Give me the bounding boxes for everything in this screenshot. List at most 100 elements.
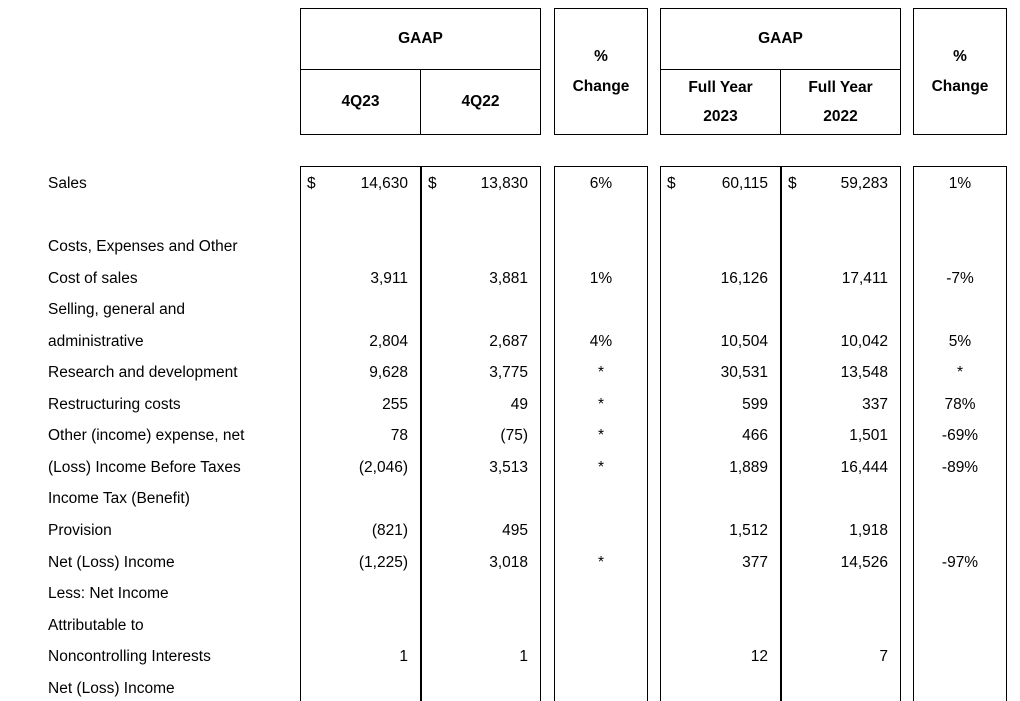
cell-chgFy: -97% [941, 553, 979, 571]
cell-value: 2,804 [369, 332, 408, 350]
cell-q23: 1 [301, 641, 420, 673]
table-row: Cost of sales 3,911 3,881 1% 16,126 17,411 -7% [0, 263, 1020, 295]
row-label: Net (Loss) Income [48, 679, 175, 697]
cell-fy23: 466 [661, 420, 780, 452]
cell-value: 60,115 [721, 175, 768, 192]
cell-fy22: 1,918 [782, 515, 900, 547]
cell-chgFy: 78% [944, 395, 976, 413]
table-row: Net (Loss) Income [0, 673, 1020, 701]
cell-fy23 [661, 578, 780, 610]
cell-q22 [422, 231, 540, 263]
cell-fy22: 7 [782, 641, 900, 673]
cell-q23: (1,225) [301, 547, 420, 579]
cell-value: 599 [742, 395, 768, 413]
cell-value: 1,512 [729, 522, 768, 540]
cell-fy23: 599 [661, 389, 780, 421]
cell-chgQ: 6% [589, 175, 613, 192]
cell-q22 [422, 200, 540, 232]
cell-value: 1,889 [729, 458, 768, 476]
cell-fy23: 10,504 [661, 326, 780, 358]
cell-value: (2,046) [358, 458, 408, 476]
cell-value: 9,628 [369, 364, 408, 382]
cell-q22: $13,830 [422, 168, 540, 200]
cell-value: 10,042 [840, 332, 888, 350]
row-label: Sales [48, 175, 87, 192]
cell-chgQ: * [597, 458, 605, 476]
cell-q22: 49 [422, 389, 540, 421]
cell-fy22: 337 [782, 389, 900, 421]
cell-value: 3,018 [489, 553, 528, 571]
body-box-pct-change-fullyear [913, 166, 1007, 701]
cell-fy22: 13,548 [782, 357, 900, 389]
table-row: Restructuring costs 255 49 * 599 337 78% [0, 389, 1020, 421]
cell-chgFy [913, 515, 1007, 547]
cell-fy22 [782, 231, 900, 263]
cell-fy22: 17,411 [782, 263, 900, 295]
cell-chgFy: -69% [941, 427, 979, 445]
cell-value: 337 [862, 395, 888, 413]
cell-fy23: 12 [661, 641, 780, 673]
cell-q23: 3,911 [301, 263, 420, 295]
cell-fy22 [782, 610, 900, 642]
cell-q22: 3,513 [422, 452, 540, 484]
cell-chgFy [913, 483, 1007, 515]
table-row: Attributable to [0, 610, 1020, 642]
cell-value: 49 [510, 395, 528, 413]
cell-chgQ: * [597, 553, 605, 571]
row-label: Net (Loss) Income [48, 553, 175, 571]
cell-chgQ: 4% [589, 332, 613, 350]
body-box-pct-change-quarter [554, 166, 648, 701]
cell-value: 7 [879, 648, 888, 666]
fullyear-gaap-title: GAAP [661, 9, 900, 70]
currency-symbol: $ [307, 175, 316, 192]
cell-chgQ [554, 578, 648, 610]
cell-q23 [301, 610, 420, 642]
table-row: (Loss) Income Before Taxes (2,046) 3,513 * 1… [0, 452, 1020, 484]
cell-fy22 [782, 200, 900, 232]
pct-change-label: Change [931, 77, 989, 95]
fullyear-subcolumns: Full Year 2023 Full Year 2022 [661, 70, 900, 134]
cell-value: 3,775 [489, 364, 528, 382]
cell-value: 377 [742, 553, 768, 571]
column-header-fy2023: Full Year 2023 [688, 78, 753, 125]
cell-chgQ [554, 483, 648, 515]
cell-chgQ: * [597, 395, 605, 413]
cell-q22 [422, 578, 540, 610]
cell-value: 10,504 [720, 332, 768, 350]
row-label: Provision [48, 522, 112, 540]
cell-q23: (821) [301, 515, 420, 547]
cell-fy23 [661, 483, 780, 515]
cell-fy22: 10,042 [782, 326, 900, 358]
table-row: Net (Loss) Income (1,225) 3,018 * 377 14,526 -… [0, 547, 1020, 579]
table-row [0, 200, 1020, 232]
cell-value: 3,911 [370, 269, 408, 287]
cell-value: 59,283 [840, 175, 888, 192]
column-header-4q22: 4Q22 [420, 70, 540, 134]
cell-fy23: 30,531 [661, 357, 780, 389]
cell-value: 255 [382, 395, 408, 413]
cell-q22: 2,687 [422, 326, 540, 358]
table-row: Research and development 9,628 3,775 * 30,53… [0, 357, 1020, 389]
pct-sign: % [953, 48, 967, 66]
cell-fy22: $59,283 [782, 168, 900, 200]
cell-chgQ: * [597, 427, 605, 445]
row-label: Selling, general and [48, 301, 186, 319]
cell-fy23: 1,512 [661, 515, 780, 547]
cell-value: 495 [502, 522, 528, 540]
cell-value: 30,531 [720, 364, 768, 382]
cell-fy22: 1,501 [782, 420, 900, 452]
currency-symbol: $ [667, 175, 676, 192]
cell-value: 466 [742, 427, 768, 445]
row-label: administrative [48, 332, 144, 350]
cell-chgQ: 1% [589, 269, 613, 287]
cell-value: 17,411 [841, 269, 888, 287]
cell-value: 1 [399, 648, 408, 666]
table-row: Less: Net Income [0, 578, 1020, 610]
cell-fy23: 1,889 [661, 452, 780, 484]
cell-chgFy: -7% [946, 269, 974, 287]
cell-q23: 255 [301, 389, 420, 421]
column-divider [420, 167, 422, 701]
cell-fy22: 16,444 [782, 452, 900, 484]
cell-q22: 495 [422, 515, 540, 547]
